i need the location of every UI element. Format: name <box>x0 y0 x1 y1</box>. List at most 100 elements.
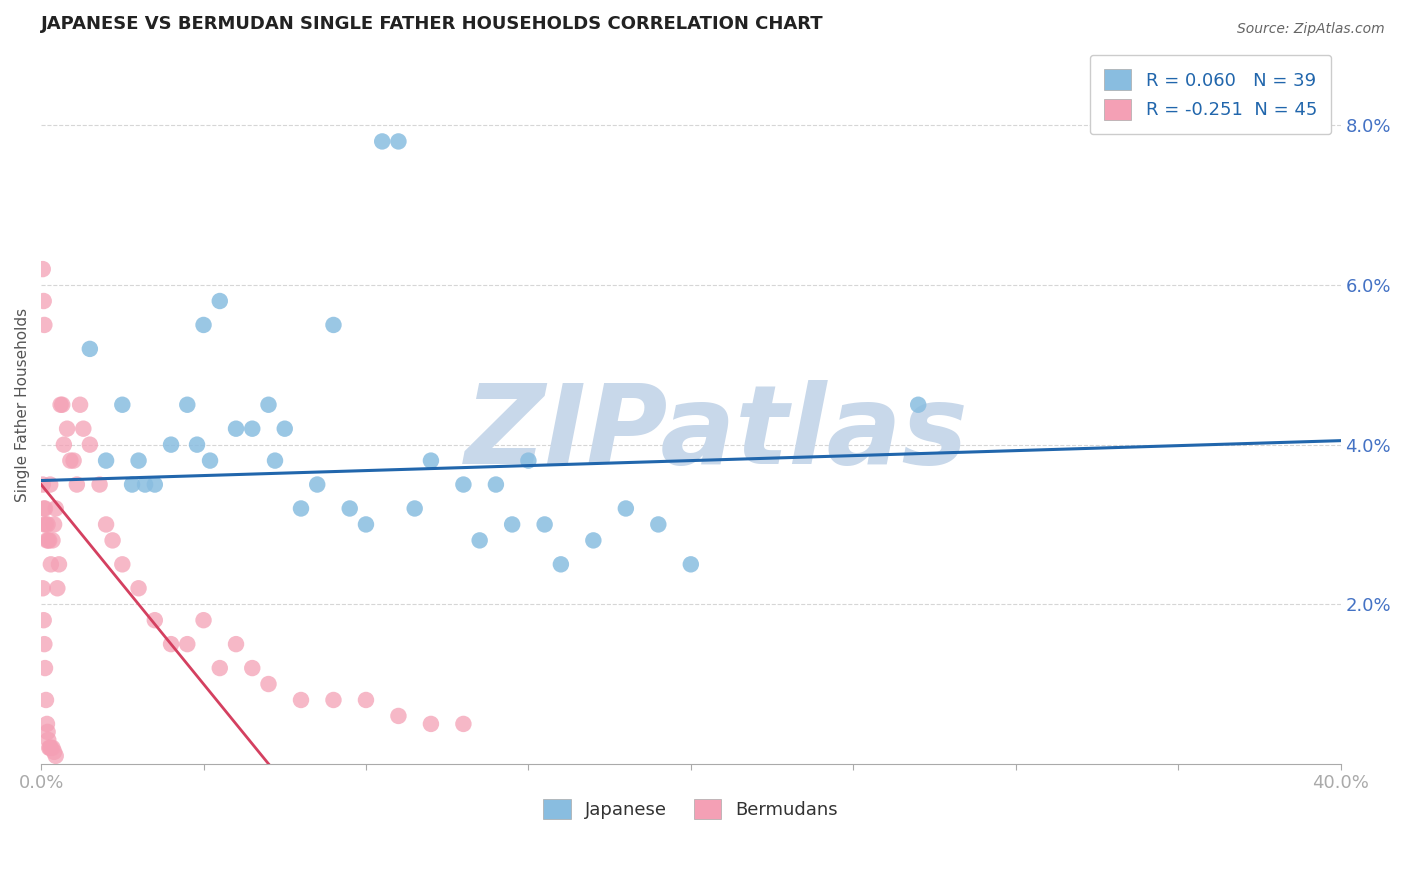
Point <box>387 135 409 149</box>
Point <box>35 693 58 707</box>
Point <box>387 709 409 723</box>
Point <box>121 477 143 491</box>
Point <box>193 613 215 627</box>
Point <box>419 717 441 731</box>
Point <box>79 342 101 356</box>
Point <box>186 437 208 451</box>
Point <box>72 422 94 436</box>
Text: ZIPatlas: ZIPatlas <box>465 380 969 487</box>
Point <box>290 693 312 707</box>
Point <box>322 693 344 707</box>
Point <box>371 135 394 149</box>
Point <box>46 582 69 596</box>
Point <box>419 453 441 467</box>
Point <box>160 437 183 451</box>
Point <box>79 437 101 451</box>
Point <box>32 613 55 627</box>
Point <box>257 677 280 691</box>
Point <box>42 745 65 759</box>
Point <box>143 477 166 491</box>
Point <box>208 293 231 308</box>
Point <box>48 558 70 572</box>
Point <box>128 453 150 467</box>
Point <box>225 422 247 436</box>
Point <box>533 517 555 532</box>
Point <box>264 453 287 467</box>
Point <box>485 477 508 491</box>
Point <box>274 422 297 436</box>
Point <box>679 558 702 572</box>
Point <box>339 501 361 516</box>
Point <box>160 637 183 651</box>
Point <box>45 501 67 516</box>
Point <box>193 318 215 332</box>
Point <box>62 453 84 467</box>
Point <box>94 517 117 532</box>
Point <box>41 740 63 755</box>
Point <box>37 725 59 739</box>
Point <box>89 477 111 491</box>
Point <box>404 501 426 516</box>
Point <box>39 740 62 755</box>
Point <box>907 398 929 412</box>
Point <box>517 453 540 467</box>
Point <box>38 740 60 755</box>
Point <box>59 453 82 467</box>
Point <box>69 398 91 412</box>
Point <box>35 717 58 731</box>
Point <box>34 318 56 332</box>
Point <box>176 637 198 651</box>
Point <box>290 501 312 516</box>
Point <box>39 740 62 755</box>
Point <box>66 477 89 491</box>
Point <box>32 293 55 308</box>
Point <box>240 422 263 436</box>
Point <box>501 517 523 532</box>
Point <box>176 398 198 412</box>
Point <box>39 558 62 572</box>
Point <box>354 517 377 532</box>
Point <box>453 477 475 491</box>
Point <box>453 717 475 731</box>
Point <box>468 533 491 548</box>
Point <box>34 501 56 516</box>
Point <box>56 422 79 436</box>
Point <box>34 517 56 532</box>
Point <box>31 262 53 277</box>
Point <box>582 533 605 548</box>
Point <box>31 477 53 491</box>
Point <box>647 517 669 532</box>
Point <box>34 637 56 651</box>
Legend: Japanese, Bermudans: Japanese, Bermudans <box>536 791 845 827</box>
Point <box>225 637 247 651</box>
Point <box>111 398 134 412</box>
Point <box>198 453 221 467</box>
Point <box>101 533 124 548</box>
Point <box>32 501 55 516</box>
Point <box>111 558 134 572</box>
Point <box>94 453 117 467</box>
Point <box>37 732 59 747</box>
Point <box>49 398 72 412</box>
Point <box>45 748 67 763</box>
Point <box>614 501 637 516</box>
Point <box>37 517 59 532</box>
Y-axis label: Single Father Households: Single Father Households <box>15 308 30 502</box>
Point <box>128 582 150 596</box>
Point <box>34 661 56 675</box>
Point <box>307 477 329 491</box>
Point <box>31 582 53 596</box>
Point <box>134 477 156 491</box>
Point <box>322 318 344 332</box>
Point <box>257 398 280 412</box>
Point <box>37 533 59 548</box>
Point <box>354 693 377 707</box>
Point <box>39 477 62 491</box>
Text: Source: ZipAtlas.com: Source: ZipAtlas.com <box>1237 22 1385 37</box>
Point <box>550 558 572 572</box>
Point <box>35 517 58 532</box>
Point <box>41 533 63 548</box>
Point <box>51 398 73 412</box>
Point <box>208 661 231 675</box>
Point <box>240 661 263 675</box>
